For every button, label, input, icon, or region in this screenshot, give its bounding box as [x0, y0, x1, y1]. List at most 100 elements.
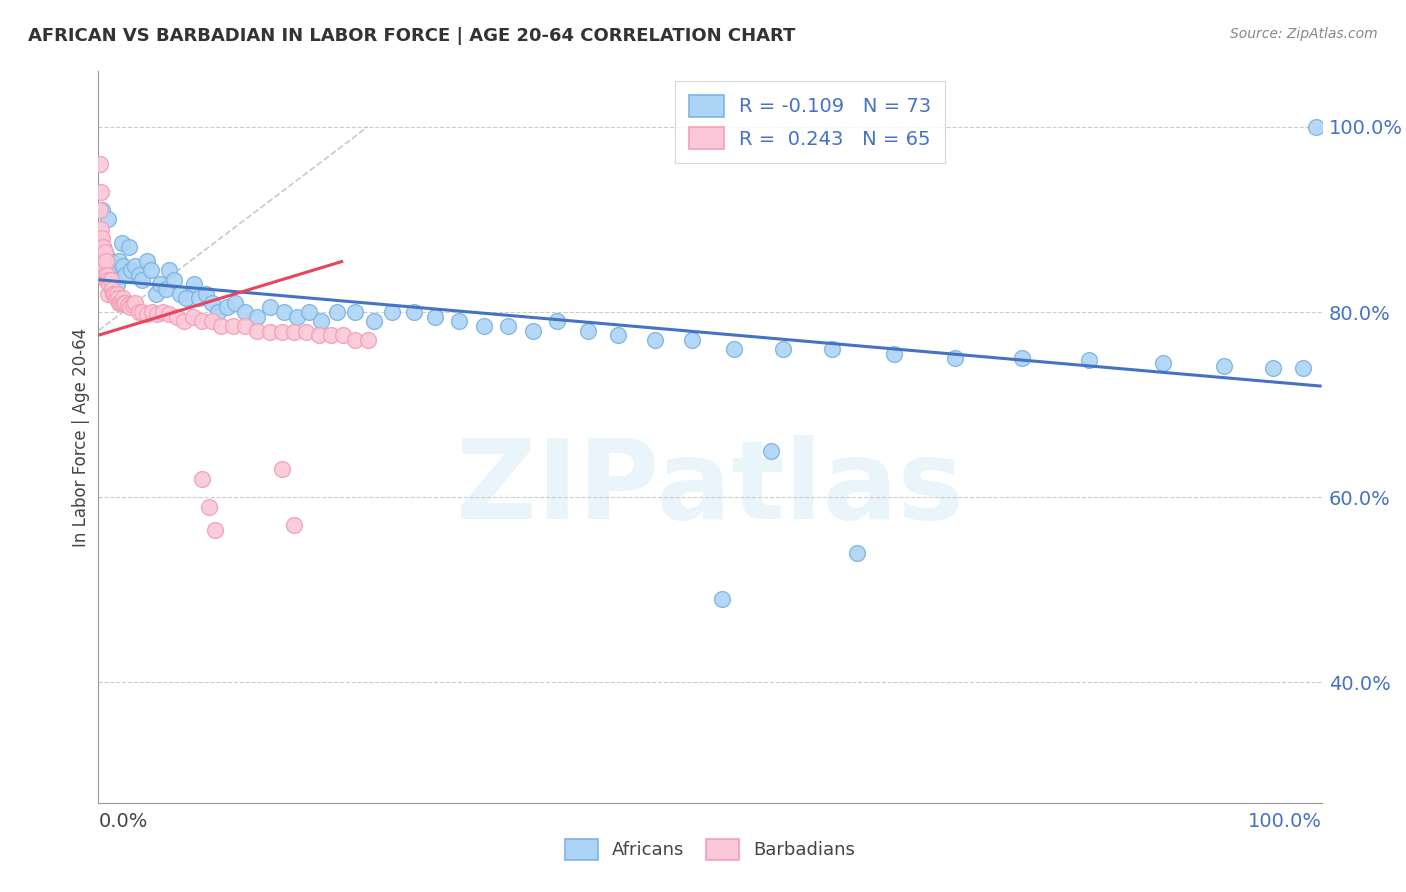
Text: 100.0%: 100.0%	[1247, 812, 1322, 831]
Point	[91, 240, 114, 254]
Point	[136, 254, 159, 268]
Point	[207, 305, 229, 319]
Point	[191, 314, 214, 328]
Point	[224, 295, 246, 310]
Point	[283, 326, 305, 340]
Point	[100, 273, 122, 287]
Point	[607, 328, 630, 343]
Point	[157, 263, 180, 277]
Point	[152, 305, 174, 319]
Point	[576, 324, 599, 338]
Point	[1292, 360, 1315, 375]
Point	[183, 277, 205, 292]
Point	[381, 305, 404, 319]
Point	[101, 268, 124, 282]
Point	[270, 326, 294, 340]
Point	[259, 326, 281, 340]
Point	[423, 310, 446, 324]
Point	[96, 250, 118, 264]
Point	[89, 231, 111, 245]
Point	[309, 314, 332, 328]
Point	[108, 295, 131, 310]
Point	[94, 273, 117, 287]
Point	[131, 273, 153, 287]
Point	[100, 254, 122, 268]
Point	[761, 444, 783, 458]
Text: 0.0%: 0.0%	[98, 812, 148, 831]
Point	[197, 500, 219, 514]
Point	[112, 295, 135, 310]
Point	[204, 523, 226, 537]
Point	[402, 305, 425, 319]
Point	[149, 277, 172, 292]
Point	[124, 259, 146, 273]
Point	[449, 314, 471, 328]
Point	[681, 333, 703, 347]
Point	[772, 342, 794, 356]
Point	[139, 263, 162, 277]
Point	[90, 185, 112, 199]
Point	[108, 254, 131, 268]
Point	[89, 157, 111, 171]
Point	[94, 254, 117, 268]
Point	[103, 286, 125, 301]
Point	[145, 286, 167, 301]
Point	[114, 268, 136, 282]
Point	[120, 301, 142, 315]
Point	[356, 333, 378, 347]
Point	[295, 326, 318, 340]
Point	[117, 298, 139, 312]
Point	[270, 462, 294, 476]
Point	[209, 318, 232, 333]
Point	[97, 212, 120, 227]
Point	[91, 231, 114, 245]
Point	[128, 305, 150, 319]
Point	[163, 273, 186, 287]
Point	[169, 286, 191, 301]
Point	[308, 328, 330, 343]
Point	[723, 342, 745, 356]
Point	[96, 268, 118, 282]
Point	[326, 305, 349, 319]
Point	[157, 307, 180, 321]
Point	[546, 314, 568, 328]
Point	[114, 295, 136, 310]
Point	[111, 291, 134, 305]
Point	[103, 273, 125, 287]
Point	[111, 295, 134, 310]
Point	[155, 282, 177, 296]
Point	[472, 318, 495, 333]
Text: Source: ZipAtlas.com: Source: ZipAtlas.com	[1230, 27, 1378, 41]
Point	[1305, 120, 1327, 134]
Point	[285, 310, 308, 324]
Point	[91, 259, 114, 273]
Point	[943, 351, 966, 366]
Point	[91, 203, 114, 218]
Point	[1152, 356, 1174, 370]
Point	[166, 310, 188, 324]
Point	[821, 342, 844, 356]
Point	[105, 286, 128, 301]
Point	[201, 295, 224, 310]
Point	[105, 277, 128, 292]
Point	[146, 307, 169, 321]
Point	[332, 328, 354, 343]
Point	[883, 347, 905, 361]
Point	[90, 235, 112, 250]
Point	[173, 314, 195, 328]
Point	[259, 301, 281, 315]
Point	[89, 203, 111, 218]
Legend: Africans, Barbadians: Africans, Barbadians	[558, 831, 862, 867]
Point	[246, 310, 269, 324]
Point	[711, 592, 734, 607]
Point	[107, 291, 129, 305]
Point	[93, 244, 115, 259]
Point	[191, 472, 214, 486]
Point	[104, 291, 127, 305]
Point	[93, 268, 115, 282]
Point	[496, 318, 519, 333]
Point	[90, 240, 112, 254]
Point	[91, 250, 114, 264]
Point	[118, 240, 141, 254]
Point	[215, 301, 238, 315]
